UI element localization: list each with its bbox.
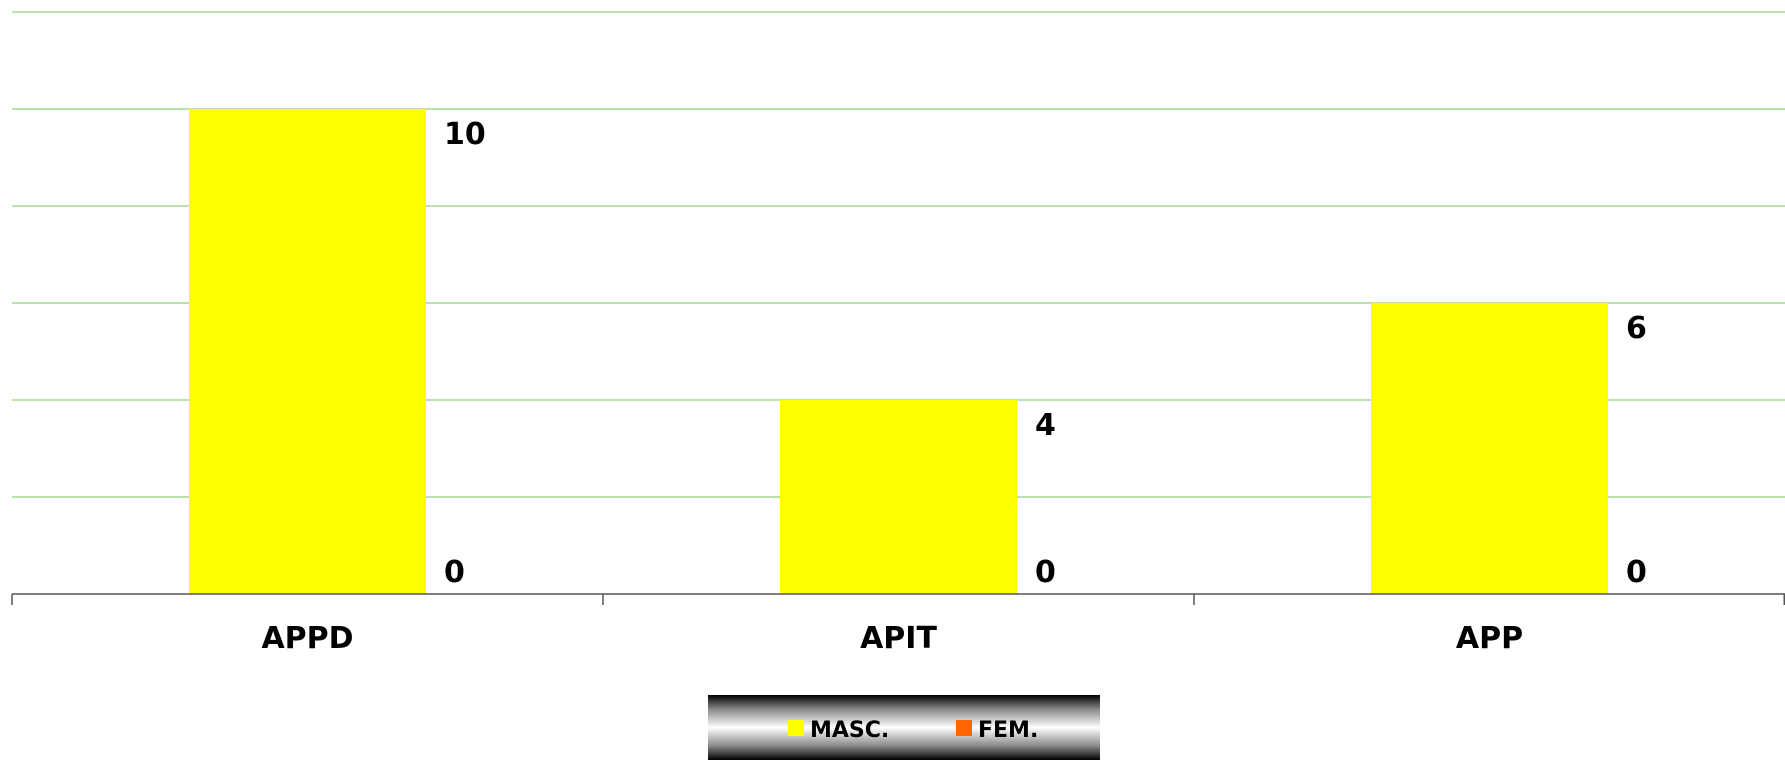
category-label-app: APP bbox=[1456, 621, 1523, 656]
category-labels: APPD APIT APP bbox=[261, 621, 1523, 656]
bar-app-masc bbox=[1371, 303, 1608, 594]
legend: MASC. FEM. bbox=[708, 695, 1100, 760]
x-axis bbox=[11, 593, 1785, 605]
bars bbox=[189, 109, 1608, 594]
data-label-app-masc: 6 bbox=[1626, 311, 1647, 346]
category-label-appd: APPD bbox=[261, 621, 353, 656]
bar-appd-masc bbox=[189, 109, 426, 594]
category-label-apit: APIT bbox=[860, 621, 937, 656]
legend-label-fem: FEM. bbox=[978, 718, 1038, 743]
data-label-apit-masc: 4 bbox=[1035, 408, 1056, 443]
bar-apit-masc bbox=[780, 400, 1017, 594]
legend-box bbox=[708, 695, 1100, 760]
data-labels: 10 0 4 0 6 0 bbox=[444, 117, 1647, 590]
legend-label-masc: MASC. bbox=[810, 718, 889, 743]
data-label-appd-fem: 0 bbox=[444, 555, 465, 590]
data-label-appd-masc: 10 bbox=[444, 117, 486, 152]
legend-swatch-masc bbox=[788, 720, 804, 736]
legend-swatch-fem bbox=[956, 720, 972, 736]
data-label-apit-fem: 0 bbox=[1035, 555, 1056, 590]
data-label-app-fem: 0 bbox=[1626, 555, 1647, 590]
